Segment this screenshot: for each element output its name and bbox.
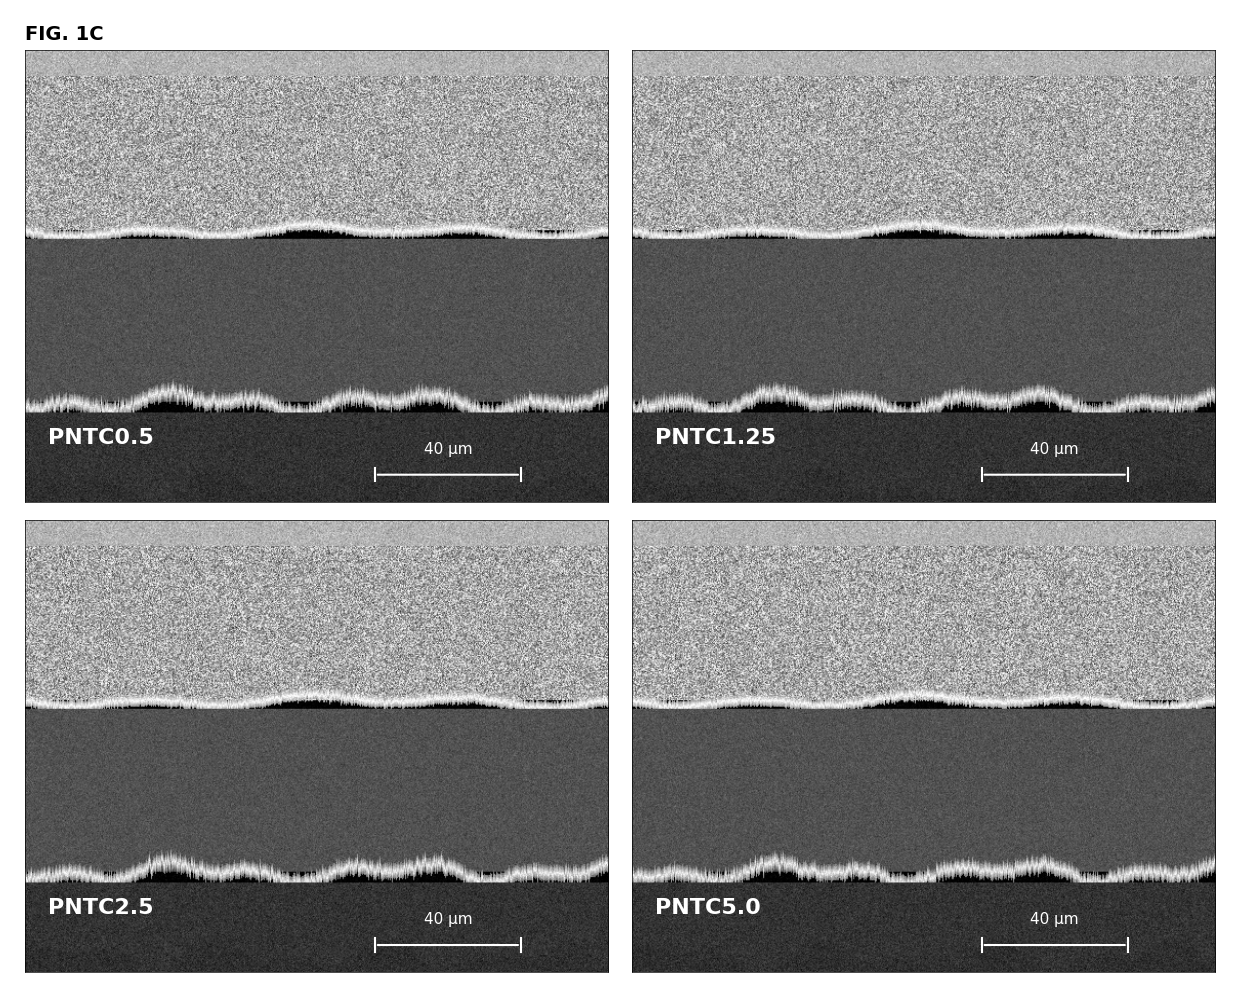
Text: 40 μm: 40 μm <box>1030 441 1079 456</box>
Text: PNTC0.5: PNTC0.5 <box>48 428 154 447</box>
Text: 40 μm: 40 μm <box>424 912 472 927</box>
Text: 40 μm: 40 μm <box>1030 912 1079 927</box>
Text: PNTC5.0: PNTC5.0 <box>655 898 761 918</box>
Text: PNTC2.5: PNTC2.5 <box>48 898 154 918</box>
Text: 40 μm: 40 μm <box>424 441 472 456</box>
Text: FIG. 1C: FIG. 1C <box>25 25 103 44</box>
Text: PNTC1.25: PNTC1.25 <box>655 428 776 447</box>
